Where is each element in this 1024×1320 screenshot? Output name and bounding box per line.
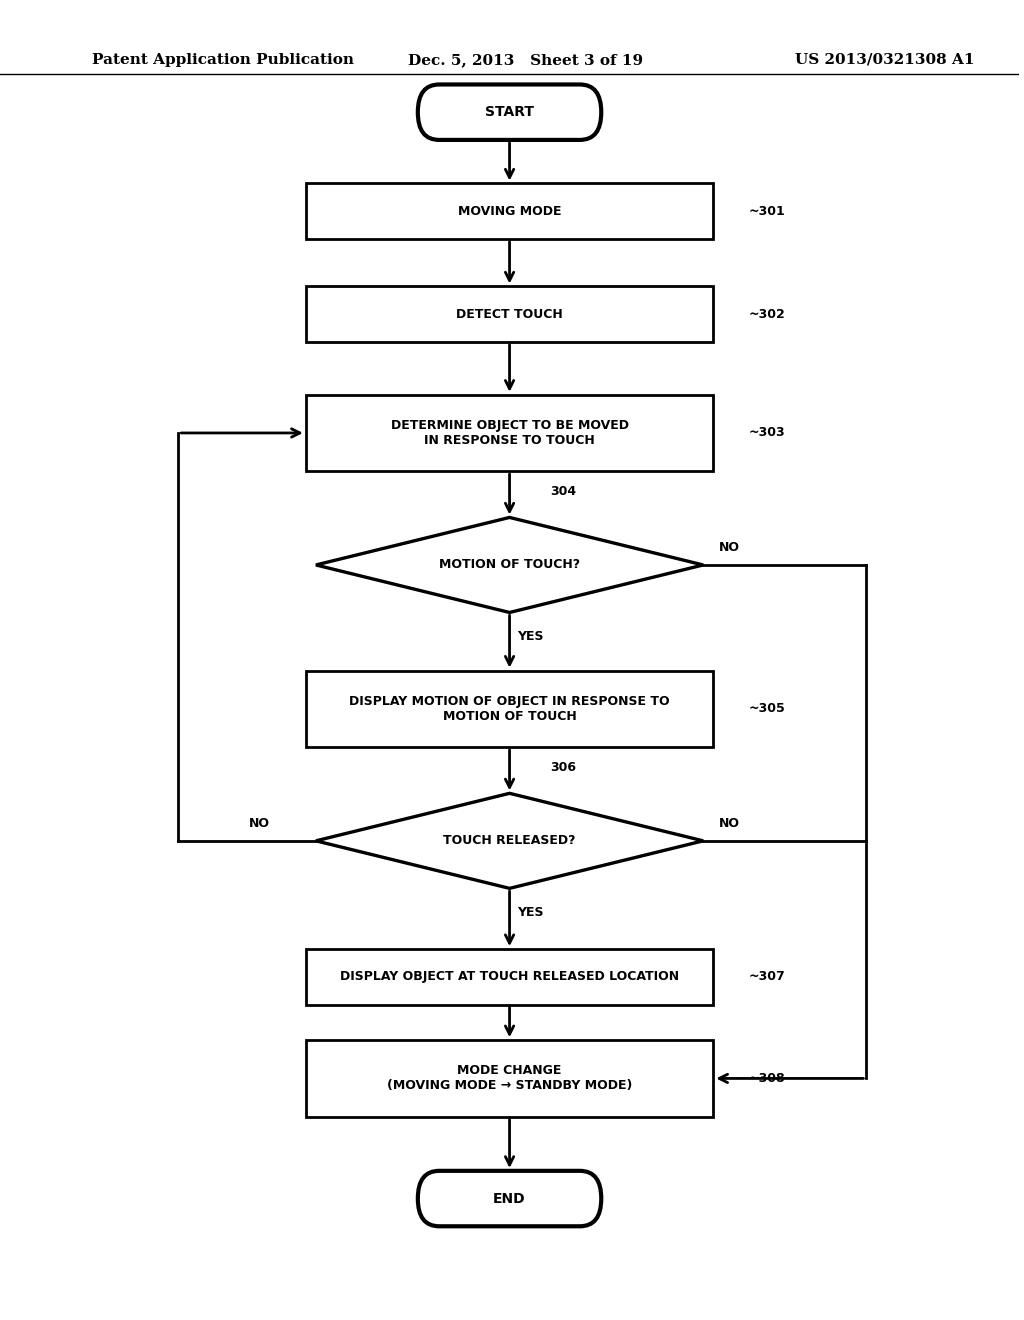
Text: MODE CHANGE
(MOVING MODE → STANDBY MODE): MODE CHANGE (MOVING MODE → STANDBY MODE) — [387, 1064, 632, 1093]
Text: 304: 304 — [550, 484, 577, 498]
Bar — [306, 949, 714, 1005]
Text: ~307: ~307 — [749, 970, 785, 983]
FancyBboxPatch shape — [418, 1171, 601, 1226]
Text: ~303: ~303 — [749, 426, 785, 440]
Text: ~305: ~305 — [749, 702, 785, 715]
Polygon shape — [316, 517, 703, 612]
Text: MOTION OF TOUCH?: MOTION OF TOUCH? — [439, 558, 581, 572]
Polygon shape — [316, 793, 703, 888]
Bar — [306, 1040, 714, 1117]
Text: NO: NO — [719, 817, 739, 830]
Bar — [306, 671, 714, 747]
Text: MOVING MODE: MOVING MODE — [458, 205, 561, 218]
Bar — [306, 395, 714, 471]
Text: END: END — [494, 1192, 526, 1205]
Text: NO: NO — [719, 541, 739, 554]
Text: ~301: ~301 — [749, 205, 785, 218]
Text: DISPLAY OBJECT AT TOUCH RELEASED LOCATION: DISPLAY OBJECT AT TOUCH RELEASED LOCATIO… — [340, 970, 679, 983]
Bar — [306, 183, 714, 239]
Text: YES: YES — [517, 630, 543, 643]
Text: ~308: ~308 — [749, 1072, 785, 1085]
Text: FIG.  3: FIG. 3 — [463, 99, 556, 123]
Text: Patent Application Publication: Patent Application Publication — [92, 53, 353, 67]
Text: YES: YES — [517, 906, 543, 919]
Text: US 2013/0321308 A1: US 2013/0321308 A1 — [795, 53, 975, 67]
Text: TOUCH RELEASED?: TOUCH RELEASED? — [443, 834, 575, 847]
Text: 306: 306 — [550, 760, 577, 774]
Text: DISPLAY MOTION OF OBJECT IN RESPONSE TO
MOTION OF TOUCH: DISPLAY MOTION OF OBJECT IN RESPONSE TO … — [349, 694, 670, 723]
Text: DETERMINE OBJECT TO BE MOVED
IN RESPONSE TO TOUCH: DETERMINE OBJECT TO BE MOVED IN RESPONSE… — [390, 418, 629, 447]
Text: START: START — [485, 106, 535, 119]
Text: ~302: ~302 — [749, 308, 785, 321]
Bar — [306, 286, 714, 342]
Text: DETECT TOUCH: DETECT TOUCH — [456, 308, 563, 321]
Text: Dec. 5, 2013   Sheet 3 of 19: Dec. 5, 2013 Sheet 3 of 19 — [408, 53, 643, 67]
Text: NO: NO — [249, 817, 270, 830]
FancyBboxPatch shape — [418, 84, 601, 140]
